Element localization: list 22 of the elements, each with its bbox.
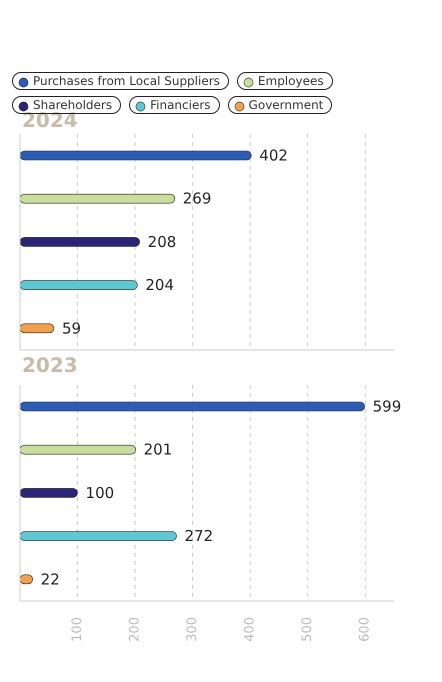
data-label: 59 — [62, 319, 82, 338]
x-tick-label: 300 — [185, 617, 200, 642]
x-tick-label: 400 — [242, 617, 258, 642]
legend-label: Government — [248, 98, 324, 112]
data-label: 204 — [145, 276, 174, 294]
data-label: 208 — [148, 232, 176, 251]
data-label: 599 — [372, 398, 402, 416]
data-label: 22 — [40, 570, 60, 588]
data-label: 100 — [86, 484, 114, 502]
x-tick-label: 200 — [128, 617, 143, 642]
data-label: 272 — [184, 527, 214, 546]
legend-label: Shareholders — [33, 98, 112, 112]
chart-title: 2023 — [22, 353, 78, 377]
data-label: 269 — [182, 190, 212, 208]
data-label: 201 — [144, 440, 172, 459]
data-label: 402 — [259, 146, 288, 164]
legend-label: Financiers — [150, 98, 211, 112]
legend-label: Purchases from Local Suppliers — [33, 74, 220, 88]
x-tick-label: 100 — [70, 617, 86, 642]
x-tick-label: 500 — [300, 617, 316, 642]
legend-label: Employees — [258, 74, 324, 88]
x-tick-label: 600 — [358, 617, 373, 642]
